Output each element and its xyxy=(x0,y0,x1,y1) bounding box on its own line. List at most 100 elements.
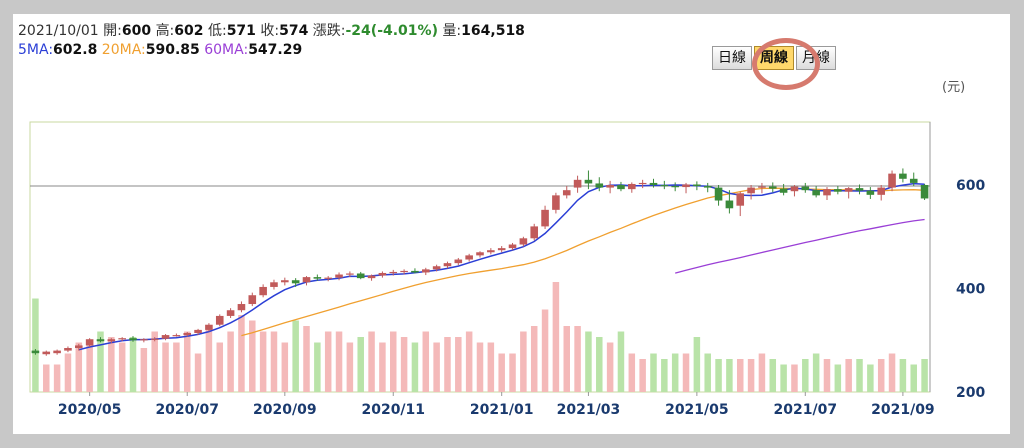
x-tick-label: 2021/09 xyxy=(871,402,935,418)
volume-bar xyxy=(563,326,570,392)
volume-bar xyxy=(834,364,842,392)
candle-body xyxy=(443,263,452,267)
high-value: 602 xyxy=(174,23,204,39)
volume-bar xyxy=(888,353,896,392)
volume-bar xyxy=(585,331,592,392)
volume-bar xyxy=(108,337,115,392)
volume-bar xyxy=(129,337,137,392)
candle-body xyxy=(107,339,116,342)
candle-body xyxy=(823,189,831,196)
ma20-label: 20MA: xyxy=(101,42,146,58)
date-value: 2021/10/01 xyxy=(18,23,99,39)
candle-body xyxy=(844,188,853,192)
volume-bar xyxy=(899,359,907,392)
candle-body xyxy=(834,189,842,192)
candle-body xyxy=(584,179,593,184)
candle-body xyxy=(866,190,875,195)
volume-bar xyxy=(249,320,256,392)
candle-body xyxy=(346,273,354,275)
volume-bar xyxy=(346,342,354,392)
candle-body xyxy=(801,186,810,191)
volume-bar xyxy=(335,331,343,392)
x-tick-label: 2020/07 xyxy=(155,402,219,418)
volume-bar xyxy=(671,353,679,392)
candle-body xyxy=(497,248,506,251)
candle-body xyxy=(205,324,213,330)
open-value: 600 xyxy=(121,23,152,39)
candle-body xyxy=(595,183,604,188)
y-tick-label: 600 xyxy=(956,178,985,194)
x-tick-label: 2020/05 xyxy=(58,402,122,418)
change-label: 漲跌: xyxy=(312,23,346,39)
volume-bar xyxy=(53,364,61,392)
candle-body xyxy=(562,190,571,196)
candle-body xyxy=(421,269,430,273)
candle-body xyxy=(747,187,755,194)
volume-bar xyxy=(704,353,711,392)
candle-body xyxy=(411,270,419,273)
volume-bar xyxy=(650,353,657,392)
ma60-label: 60MA: xyxy=(204,42,249,58)
candle-body xyxy=(118,338,126,340)
change-value: -24(-4.01%) xyxy=(345,23,438,39)
candle-body xyxy=(248,295,257,305)
candle-body xyxy=(465,255,473,260)
volume-bar xyxy=(682,353,690,392)
volume-bar xyxy=(314,342,321,392)
volume-bar xyxy=(75,342,83,392)
candle-body xyxy=(400,270,408,273)
y-tick-label: 200 xyxy=(956,385,985,401)
candle-body xyxy=(628,183,636,190)
x-tick-label: 2021/01 xyxy=(470,402,534,418)
x-tick-label: 2021/05 xyxy=(665,402,729,418)
volume-bar xyxy=(487,342,495,392)
highlight-circle xyxy=(752,38,820,90)
tab-daily[interactable]: 日線 xyxy=(712,46,752,70)
candle-body xyxy=(519,238,528,245)
volume-bar xyxy=(780,364,787,392)
volume-bar xyxy=(661,359,668,392)
volume-bar xyxy=(86,342,93,392)
candle-body xyxy=(85,339,94,346)
candle-body xyxy=(877,187,885,195)
volume-bar xyxy=(639,359,646,392)
volume-bar xyxy=(411,342,419,392)
volume-bar xyxy=(465,331,473,392)
volume-value: 164,518 xyxy=(461,23,525,39)
candle-body xyxy=(920,185,929,199)
volume-bar xyxy=(379,342,386,392)
candle-body xyxy=(237,304,246,311)
candle-body xyxy=(194,329,202,334)
candle-body xyxy=(226,310,235,316)
volume-bar xyxy=(910,364,917,392)
volume-bar xyxy=(162,342,169,392)
ma-readout: 5MA:602.8 20MA:590.85 60MA:547.29 xyxy=(18,42,302,58)
volume-bar xyxy=(747,359,755,392)
volume-bar xyxy=(812,353,820,392)
low-value: 571 xyxy=(226,23,256,39)
candle-body xyxy=(432,266,441,270)
candle-body xyxy=(389,271,398,274)
candle-body xyxy=(682,184,690,188)
volume-bar xyxy=(498,353,505,392)
x-tick-label: 2020/09 xyxy=(253,402,317,418)
candle-body xyxy=(324,277,332,279)
volume-bar xyxy=(390,331,397,392)
volume-bar xyxy=(303,326,310,392)
volume-bar xyxy=(292,320,299,392)
candle-body xyxy=(129,338,137,341)
volume-bar xyxy=(758,353,766,392)
volume-bar xyxy=(400,337,408,392)
volume-bar xyxy=(43,364,50,392)
volume-bar xyxy=(574,326,581,392)
volume-bar xyxy=(173,342,180,392)
candle-body xyxy=(313,277,322,279)
candle-body xyxy=(270,282,278,287)
candle-body xyxy=(454,259,463,264)
x-tick-label: 2021/07 xyxy=(774,402,838,418)
candle-body xyxy=(779,188,788,193)
candle-body xyxy=(899,173,907,179)
candle-body xyxy=(161,335,170,339)
candle-body xyxy=(758,186,766,188)
